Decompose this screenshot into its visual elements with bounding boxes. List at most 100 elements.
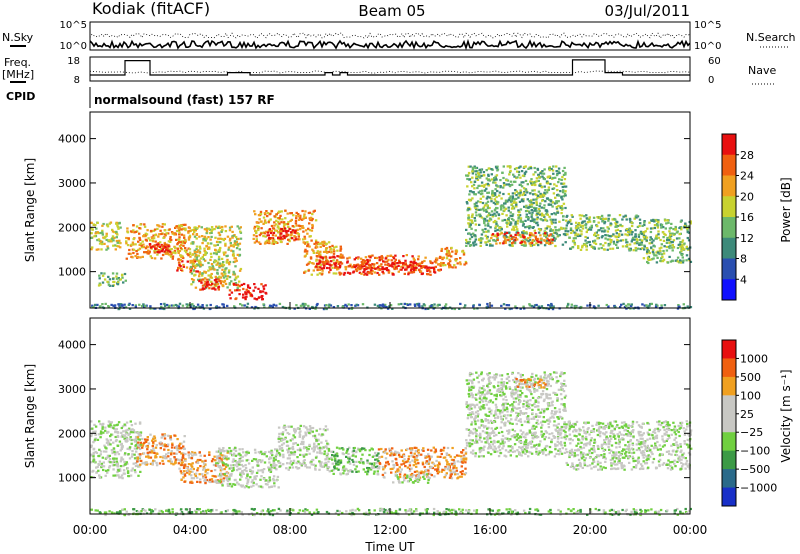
velocity-cell-0 [116, 444, 120, 447]
power-cell-0 [115, 239, 119, 243]
velocity-cell-3 [266, 483, 269, 486]
velocity-cell-2 [224, 465, 228, 469]
power-cell-5 [227, 261, 230, 264]
velocity-cell-2 [186, 466, 189, 469]
power-cell-5 [201, 263, 204, 267]
freq-label: Freq. [4, 56, 31, 69]
velocity-cell-2 [182, 470, 186, 473]
velocity-cell-3 [241, 455, 244, 458]
velocity-cell-5 [371, 448, 374, 451]
velocity-cell-4 [278, 465, 282, 468]
velocity-cell-1 [151, 461, 154, 464]
power-cell-12 [349, 263, 352, 266]
power-cell-5 [222, 284, 225, 288]
power-cell-15 [552, 172, 555, 175]
power-cell-5 [219, 237, 222, 240]
velocity-cell-3 [221, 461, 224, 464]
velocity-cell-4 [310, 463, 313, 466]
power-cell-18 [667, 221, 670, 224]
velocity-cell-1 [166, 443, 170, 446]
velocity-cell-3 [270, 485, 273, 488]
power-cell-8 [253, 227, 256, 230]
power-cell-14 [442, 262, 445, 265]
power-cell-19 [450, 307, 454, 310]
power-cell-12 [371, 263, 374, 266]
power-cell-12 [368, 259, 371, 262]
velocity-cell-3 [237, 467, 240, 471]
power-cell-8 [297, 213, 300, 216]
power-cell-15 [472, 242, 475, 245]
noise-panel: N.Sky 10^5 10^0 10^5 10^0 N.Search [2, 20, 796, 52]
power-cell-1 [116, 281, 120, 284]
power-cell-15 [536, 216, 539, 219]
velocity-cell-1 [144, 445, 148, 448]
velocity-cell-3 [261, 471, 265, 474]
power-cell-2 [152, 234, 155, 237]
power-cell-15 [518, 234, 521, 237]
power-cell-2 [165, 232, 168, 235]
velocity-cell-2 [196, 461, 200, 464]
power-cell-17 [598, 229, 601, 232]
velocity-cell-1 [146, 438, 149, 441]
power-cell-2 [175, 225, 179, 228]
power-cell-4 [179, 258, 182, 262]
power-cell-8 [289, 219, 292, 223]
velocity-cell-4 [300, 464, 304, 467]
power-cell-2 [144, 247, 148, 250]
power-cell-12 [411, 255, 414, 258]
velocity-cell-3 [226, 479, 230, 482]
power-swatch-7 [722, 279, 736, 301]
power-cell-15 [508, 216, 511, 220]
velocity-cell-0 [112, 447, 116, 450]
velocity-cell-5 [337, 459, 340, 462]
velocity-cell-1 [179, 447, 182, 450]
power-cell-15 [498, 233, 501, 236]
power-cell-7 [247, 286, 250, 289]
power-cell-19 [176, 304, 179, 307]
power-cell-18 [665, 222, 668, 225]
velocity-cell-4 [318, 460, 321, 463]
velocity-cell-1 [178, 450, 181, 454]
power-cell-12 [397, 264, 400, 267]
power-cell-15 [539, 229, 542, 232]
power-cell-19 [94, 303, 97, 306]
power-cell-15 [519, 220, 522, 223]
power-cell-19 [202, 307, 206, 310]
velocity-cell-0 [114, 474, 117, 477]
velocity-cell-2 [222, 477, 225, 480]
power-cell-15 [476, 178, 480, 181]
power-cell-9 [291, 229, 294, 232]
power-cell-8 [304, 210, 307, 213]
velocity-cell-4 [297, 427, 300, 430]
velocity-cell-0 [124, 452, 127, 455]
power-cell-5 [204, 253, 207, 256]
power-cell-19 [222, 305, 226, 309]
power-cell-2 [183, 241, 186, 245]
power-cell-0 [116, 241, 119, 244]
power-cell-17 [606, 248, 609, 251]
velocity-cell-5 [372, 464, 376, 467]
power-cell-19 [614, 306, 617, 309]
power-cell-15 [504, 207, 508, 210]
velocity-cell-4 [324, 458, 327, 461]
power-cell-15 [487, 173, 490, 176]
power-cell-5 [195, 233, 198, 236]
power-cell-15 [478, 238, 481, 241]
power-cell-16 [550, 238, 553, 241]
power-cell-0 [100, 243, 104, 246]
velocity-cell-1 [169, 438, 173, 441]
power-cell-2 [132, 251, 135, 255]
velocity-cell-3 [235, 469, 239, 472]
noise-tick-high-right: 10^5 [694, 20, 721, 31]
power-cell-19 [192, 307, 195, 311]
power-cell-17 [639, 247, 642, 251]
power-cell-15 [541, 199, 544, 202]
velocity-cell-2 [203, 454, 206, 457]
power-cell-17 [579, 224, 582, 227]
velocity-cell-4 [324, 445, 327, 448]
velocity-cell-5 [352, 453, 355, 456]
velocity-cell-2 [182, 476, 185, 479]
velocity-cell-4 [311, 458, 314, 462]
power-cell-15 [512, 173, 515, 176]
power-cell-15 [483, 219, 486, 223]
